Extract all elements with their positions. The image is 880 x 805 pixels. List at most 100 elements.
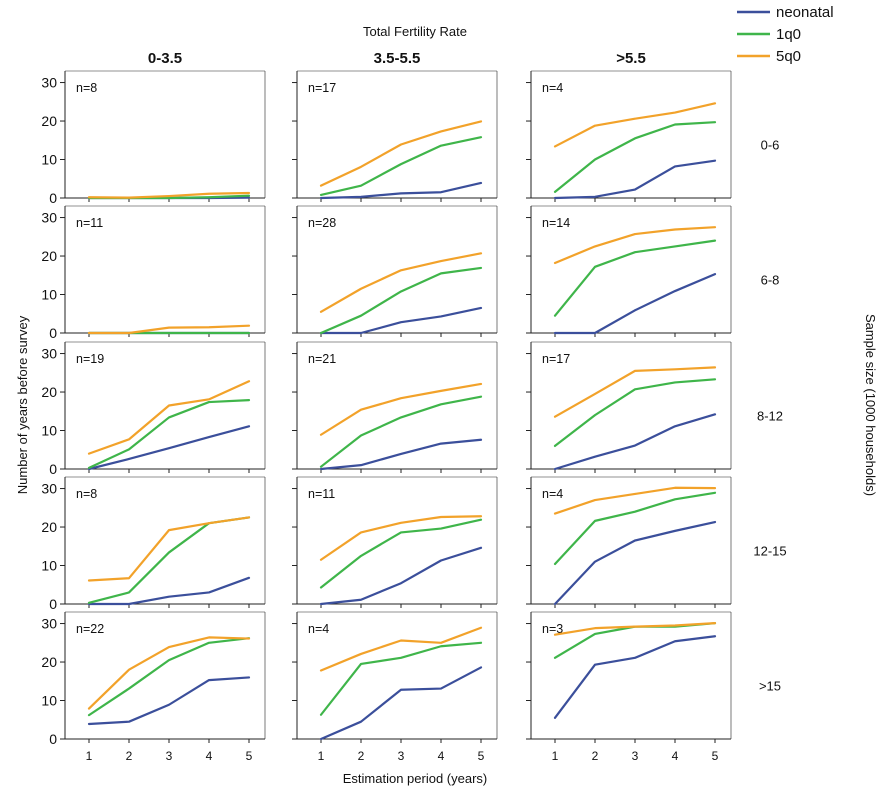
panel: 0 10 20 30 n=8 bbox=[41, 71, 265, 206]
panel: 1 2 3 4 5 n=4 bbox=[292, 612, 497, 763]
series-line-1q0 bbox=[89, 400, 249, 468]
column-label: 0-3.5 bbox=[148, 50, 182, 67]
legend: neonatal 1q0 5q0 bbox=[737, 4, 834, 65]
legend-label: neonatal bbox=[776, 4, 834, 21]
row-label: 8-12 bbox=[757, 409, 783, 424]
series-line-1q0 bbox=[321, 520, 481, 588]
y-tick-label: 30 bbox=[41, 75, 57, 91]
y-tick-label: 0 bbox=[49, 461, 57, 477]
sample-size-label: n=4 bbox=[542, 487, 563, 501]
row-label: 6-8 bbox=[761, 273, 780, 288]
y-tick-label: 0 bbox=[49, 731, 57, 747]
y-tick-label: 20 bbox=[41, 654, 57, 670]
x-tick-label: 5 bbox=[246, 749, 253, 763]
series-line-5q0 bbox=[321, 628, 481, 671]
x-tick-label: 4 bbox=[206, 749, 213, 763]
sample-size-label: n=11 bbox=[308, 487, 335, 501]
panel: n=17 bbox=[292, 71, 497, 202]
sample-size-label: n=17 bbox=[542, 352, 570, 366]
column-label: >5.5 bbox=[616, 50, 646, 67]
panel: n=11 bbox=[292, 477, 497, 608]
sample-size-label: n=8 bbox=[76, 487, 97, 501]
y-tick-label: 10 bbox=[41, 558, 57, 574]
row-label: 0-6 bbox=[761, 138, 780, 153]
sample-size-label: n=21 bbox=[308, 352, 336, 366]
series-line-5q0 bbox=[321, 253, 481, 311]
y-tick-label: 0 bbox=[49, 596, 57, 612]
series-line-5q0 bbox=[321, 121, 481, 185]
x-tick-label: 4 bbox=[672, 749, 679, 763]
x-tick-label: 2 bbox=[126, 749, 133, 763]
sample-size-label: n=19 bbox=[76, 352, 104, 366]
series-line-1q0 bbox=[321, 397, 481, 467]
panel: 0 10 20 30 n=8 bbox=[41, 477, 265, 612]
series-line-neonatal bbox=[321, 548, 481, 604]
panel: n=4 bbox=[526, 71, 731, 202]
series-line-1q0 bbox=[555, 623, 715, 658]
panel: n=21 bbox=[292, 342, 497, 473]
legend-label: 5q0 bbox=[776, 48, 801, 65]
panel: n=14 bbox=[526, 206, 731, 337]
series-line-5q0 bbox=[321, 516, 481, 559]
series-line-neonatal bbox=[555, 636, 715, 718]
panel: n=17 bbox=[526, 342, 731, 473]
series-line-neonatal bbox=[89, 426, 249, 469]
y-tick-label: 30 bbox=[41, 210, 57, 226]
y-tick-label: 20 bbox=[41, 113, 57, 129]
x-axis-title: Estimation period (years) bbox=[343, 771, 488, 786]
sample-size-label: n=22 bbox=[76, 622, 104, 636]
series-line-neonatal bbox=[555, 274, 715, 333]
series-line-5q0 bbox=[555, 488, 715, 514]
y-tick-label: 30 bbox=[41, 346, 57, 362]
series-line-neonatal bbox=[321, 667, 481, 739]
x-tick-label: 3 bbox=[166, 749, 173, 763]
x-tick-label: 1 bbox=[318, 749, 325, 763]
series-line-1q0 bbox=[321, 643, 481, 715]
x-tick-label: 5 bbox=[478, 749, 485, 763]
series-line-1q0 bbox=[555, 379, 715, 446]
legend-label: 1q0 bbox=[776, 26, 801, 43]
sample-size-label: n=4 bbox=[308, 622, 329, 636]
x-tick-label: 2 bbox=[592, 749, 599, 763]
series-line-5q0 bbox=[89, 517, 249, 580]
sample-size-label: n=11 bbox=[76, 216, 103, 230]
x-tick-label: 2 bbox=[358, 749, 365, 763]
sample-size-label: n=28 bbox=[308, 216, 336, 230]
y-axis-title: Number of years before survey bbox=[15, 315, 30, 494]
series-line-1q0 bbox=[555, 122, 715, 192]
x-tick-label: 5 bbox=[712, 749, 719, 763]
y-tick-label: 30 bbox=[41, 616, 57, 632]
panel: n=28 bbox=[292, 206, 497, 337]
y-tick-label: 20 bbox=[41, 519, 57, 535]
x-tick-label: 3 bbox=[398, 749, 405, 763]
x-tick-label: 1 bbox=[86, 749, 93, 763]
sample-size-label: n=14 bbox=[542, 216, 570, 230]
x-tick-label: 3 bbox=[632, 749, 639, 763]
series-line-5q0 bbox=[321, 384, 481, 435]
sample-size-label: n=4 bbox=[542, 81, 563, 95]
panel: n=4 bbox=[526, 477, 731, 608]
x-tick-label: 1 bbox=[552, 749, 559, 763]
y-tick-label: 10 bbox=[41, 423, 57, 439]
sample-size-label: n=17 bbox=[308, 81, 336, 95]
row-label: 12-15 bbox=[753, 544, 786, 559]
sample-size-label: n=8 bbox=[76, 81, 97, 95]
y-tick-label: 30 bbox=[41, 481, 57, 497]
series-line-1q0 bbox=[321, 137, 481, 195]
series-line-5q0 bbox=[555, 367, 715, 416]
series-line-neonatal bbox=[555, 414, 715, 469]
y-tick-label: 0 bbox=[49, 190, 57, 206]
series-line-5q0 bbox=[555, 623, 715, 635]
y-tick-label: 10 bbox=[41, 152, 57, 168]
series-line-5q0 bbox=[555, 103, 715, 146]
x-tick-label: 4 bbox=[438, 749, 445, 763]
y-tick-label: 20 bbox=[41, 384, 57, 400]
series-line-neonatal bbox=[555, 522, 715, 604]
panel: 0 10 20 30 n=19 bbox=[41, 342, 265, 477]
series-line-neonatal bbox=[555, 161, 715, 198]
